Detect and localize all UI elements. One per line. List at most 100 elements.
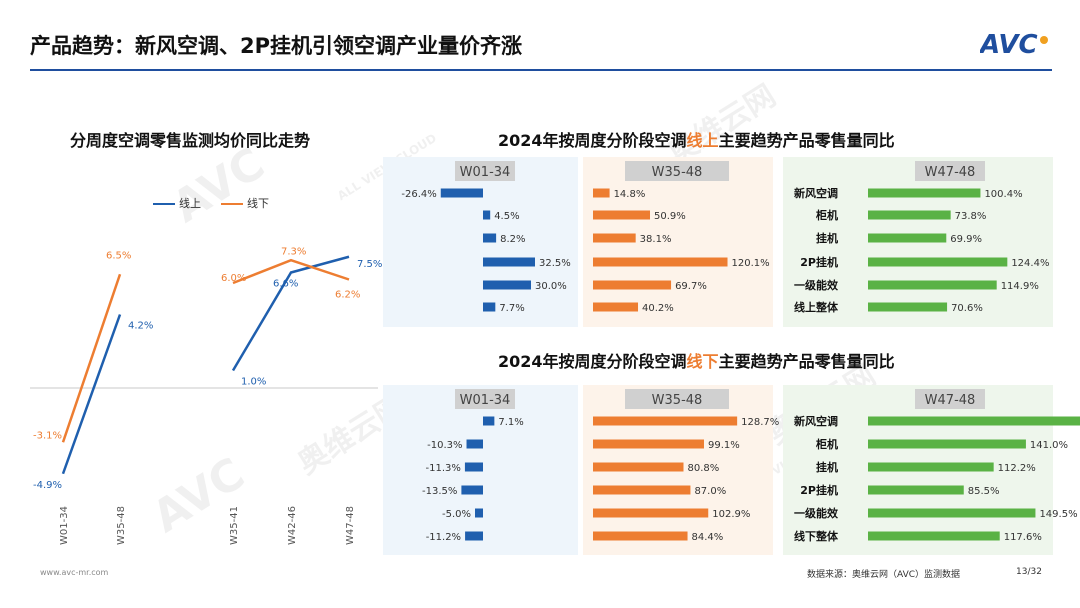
online-bar (593, 280, 672, 290)
online-category-label: 2P挂机 (800, 255, 838, 269)
online-bar-value-label: -26.4% (401, 189, 436, 200)
online-panel-head (455, 161, 515, 181)
avc-logo: AVC (980, 30, 1048, 58)
online-title-pre: 2024年按周度分阶段空调 (498, 131, 687, 150)
offline-title-post: 主要趋势产品零售量同比 (718, 352, 895, 371)
offline-panel-head-label: W01-34 (460, 393, 511, 408)
offline-bar-value-label: 85.5% (968, 486, 1000, 497)
website: www.avc-mr.com (40, 568, 109, 577)
online-bar-value-label: 100.4% (984, 189, 1022, 200)
offline-bar-value-label: -13.5% (422, 486, 457, 497)
offline-bar (868, 508, 1036, 518)
offline-bar-value-label: 128.7% (741, 417, 779, 428)
online-bar (868, 233, 947, 243)
offline-panel-head-label: W47-48 (925, 393, 976, 408)
online-bar (868, 280, 997, 290)
offline-category-label: 2P挂机 (800, 483, 838, 497)
offline-bar-value-label: 7.1% (498, 417, 523, 428)
online-bar (593, 257, 728, 267)
offline-bar-value-label: -5.0% (442, 509, 471, 520)
offline-value-label: 6.5% (106, 250, 131, 261)
online-category-label: 挂机 (816, 231, 838, 245)
online-title-hl: 线上 (686, 131, 719, 150)
online-bar (868, 257, 1008, 267)
online-bar-value-label: 120.1% (732, 258, 770, 269)
offline-bar (593, 462, 684, 472)
page-title: 产品趋势：新风空调、2P挂机引领空调产业量价齐涨 (30, 34, 523, 58)
offline-bar-value-label: 149.5% (1039, 509, 1077, 520)
online-panel-head-label: W47-48 (925, 165, 976, 180)
online-section-title: 2024年按周度分阶段空调线上主要趋势产品零售量同比 (498, 127, 895, 151)
offline-bar (593, 416, 738, 426)
offline-bar-value-label: 80.8% (687, 463, 719, 474)
offline-bar-value-label: 87.0% (694, 486, 726, 497)
offline-bar (461, 485, 483, 495)
online-bar (868, 210, 951, 220)
offline-bar-value-label: 102.9% (712, 509, 750, 520)
online-value-label: 6.6% (273, 279, 298, 290)
offline-bar (868, 462, 994, 472)
online-bar (593, 233, 636, 243)
offline-bar (868, 416, 1080, 426)
offline-section-title: 2024年按周度分阶段空调线下主要趋势产品零售量同比 (498, 348, 895, 372)
offline-bar-value-label: 112.2% (998, 463, 1036, 474)
offline-panel-head (915, 389, 985, 409)
avc-logo-text: AVC (980, 30, 1038, 58)
online-category-label: 线上整体 (794, 300, 839, 314)
page-number: 13/32 (1016, 567, 1042, 577)
x-tick-label: W35-41 (229, 506, 240, 545)
line-online-group-1 (61, 314, 122, 475)
offline-bar (868, 531, 1000, 541)
online-bar-value-label: 50.9% (654, 211, 686, 222)
data-source: 数据来源：奥维云网（AVC）监测数据 (807, 570, 961, 580)
online-panel-bg (383, 157, 578, 327)
x-tick-label: W42-46 (287, 506, 298, 545)
offline-category-label: 新风空调 (794, 414, 838, 428)
online-bar-value-label: 4.5% (494, 211, 519, 222)
online-value-label: 4.2% (128, 321, 153, 332)
legend-online: 线上 (153, 195, 201, 211)
online-bar (483, 257, 535, 267)
offline-bar (475, 508, 483, 518)
online-bar (440, 188, 483, 198)
x-tick-label: W35-48 (116, 506, 127, 545)
online-bar (593, 188, 610, 198)
online-bar-value-label: 124.4% (1011, 258, 1049, 269)
offline-bar-value-label: -11.2% (426, 532, 461, 543)
online-panel-head-label: W01-34 (460, 165, 511, 180)
offline-panel-head-label: W35-48 (652, 393, 703, 408)
online-title-post: 主要趋势产品零售量同比 (718, 131, 895, 150)
offline-value-label: 7.3% (281, 246, 306, 257)
legend-offline: 线下 (221, 195, 269, 211)
offline-bar-value-label: -10.3% (427, 440, 462, 451)
offline-value-label: 6.2% (335, 290, 360, 301)
online-panel-head (915, 161, 985, 181)
online-bar-value-label: 73.8% (955, 211, 987, 222)
online-bar-value-label: 70.6% (951, 303, 983, 314)
online-bar-value-label: 69.7% (675, 281, 707, 292)
offline-bar (464, 462, 483, 472)
offline-bar (868, 439, 1026, 449)
legend-offline-swatch (221, 203, 243, 205)
online-panel-head (625, 161, 729, 181)
online-bar (483, 302, 496, 312)
online-bar (868, 188, 981, 198)
offline-category-label: 挂机 (816, 460, 838, 474)
header-rule (30, 69, 1052, 71)
offline-bar (593, 531, 688, 541)
online-bar (483, 233, 497, 243)
offline-bar (868, 485, 964, 495)
online-value-label: 7.5% (357, 259, 382, 270)
offline-bar-value-label: 141.0% (1030, 440, 1068, 451)
online-category-label: 柜机 (815, 208, 838, 222)
online-bar-value-label: 30.0% (535, 281, 567, 292)
offline-title-hl: 线下 (686, 352, 719, 371)
legend-online-label: 线上 (179, 197, 201, 210)
offline-category-label: 线下整体 (794, 529, 839, 543)
offline-bar (593, 439, 704, 449)
legend-online-swatch (153, 203, 175, 205)
offline-bar (466, 439, 483, 449)
